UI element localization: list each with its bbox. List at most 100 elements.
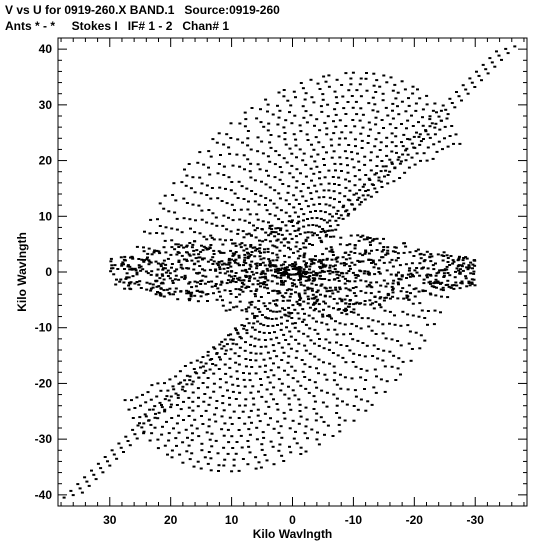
uv-point [169, 395, 173, 398]
uv-point [163, 267, 167, 270]
uv-point [386, 114, 390, 117]
uv-point [129, 288, 133, 291]
uv-point [336, 354, 340, 357]
uv-point [262, 358, 266, 361]
uv-point [296, 222, 300, 225]
uv-point [344, 125, 348, 127]
uv-point [150, 384, 154, 387]
uv-point [470, 278, 474, 281]
uv-point [391, 282, 395, 285]
uv-point [210, 187, 214, 189]
uv-point [259, 263, 262, 265]
uv-point [343, 419, 347, 422]
uv-point [278, 166, 282, 168]
uv-point [304, 450, 308, 453]
uv-point [99, 467, 103, 470]
uv-point [446, 113, 450, 116]
uv-point [383, 175, 386, 178]
uv-point [172, 182, 176, 185]
uv-point [425, 159, 429, 162]
uv-point [347, 288, 351, 291]
uv-point [334, 125, 338, 128]
uv-point [165, 420, 168, 423]
uv-point [301, 159, 305, 162]
uv-point [435, 150, 439, 153]
uv-point [175, 268, 179, 271]
uv-point [359, 107, 363, 110]
uv-point [472, 272, 476, 275]
uv-point [303, 289, 307, 292]
uv-point [373, 187, 377, 190]
uv-point [254, 352, 258, 355]
uv-point [312, 148, 316, 151]
uv-point [375, 155, 379, 158]
uv-point [445, 117, 449, 120]
uv-point [255, 426, 259, 429]
uv-point [291, 304, 295, 307]
uv-point [159, 265, 163, 268]
uv-point [295, 300, 299, 303]
uv-point [199, 361, 203, 364]
uv-point [422, 138, 425, 140]
uv-point [236, 232, 240, 235]
uv-point [454, 270, 457, 273]
uv-point [322, 308, 325, 311]
uv-point [207, 403, 211, 406]
uv-point [319, 293, 322, 296]
uv-point [242, 279, 246, 282]
uv-point [149, 423, 153, 426]
uv-point [187, 406, 191, 409]
uv-point [354, 294, 358, 297]
uv-point [375, 191, 379, 194]
uv-point [250, 270, 254, 273]
uv-point [272, 386, 276, 389]
uv-point [148, 439, 152, 442]
uv-point [316, 289, 320, 292]
uv-point [246, 130, 250, 132]
uv-point [342, 309, 346, 312]
uv-point [266, 325, 270, 327]
uv-point [201, 423, 205, 425]
uv-point [160, 404, 163, 406]
uv-point [185, 267, 189, 270]
uv-point [293, 261, 297, 264]
uv-point [280, 281, 284, 284]
uv-point [318, 259, 322, 262]
uv-point [295, 180, 299, 183]
x-tick-label: -20 [406, 513, 424, 527]
uv-point [203, 282, 207, 285]
uv-point [270, 224, 274, 227]
uv-point [174, 375, 178, 378]
uv-point [370, 183, 374, 186]
uv-point [386, 282, 390, 285]
uv-point [277, 154, 281, 157]
uv-point [236, 331, 240, 334]
uv-point [313, 400, 317, 403]
uv-point [332, 132, 336, 135]
uv-point [270, 228, 274, 231]
uv-point [249, 409, 253, 412]
uv-point [183, 168, 186, 171]
uv-point [321, 146, 325, 149]
uv-point [133, 282, 137, 285]
uv-point [216, 172, 220, 175]
uv-point [374, 116, 378, 119]
uv-point [324, 203, 328, 206]
uv-point [305, 418, 309, 421]
uv-point [224, 372, 228, 375]
uv-point [278, 178, 282, 181]
uv-point [227, 261, 231, 264]
uv-point [114, 283, 118, 286]
uv-point [123, 399, 127, 402]
uv-point [288, 330, 292, 333]
uv-point [335, 302, 339, 305]
uv-point [314, 283, 318, 286]
uv-point [256, 218, 260, 221]
uv-point [243, 125, 247, 128]
uv-point [336, 270, 340, 273]
uv-point [187, 298, 191, 301]
uv-point [261, 261, 265, 264]
uv-point [367, 252, 371, 255]
uv-point [391, 117, 395, 120]
